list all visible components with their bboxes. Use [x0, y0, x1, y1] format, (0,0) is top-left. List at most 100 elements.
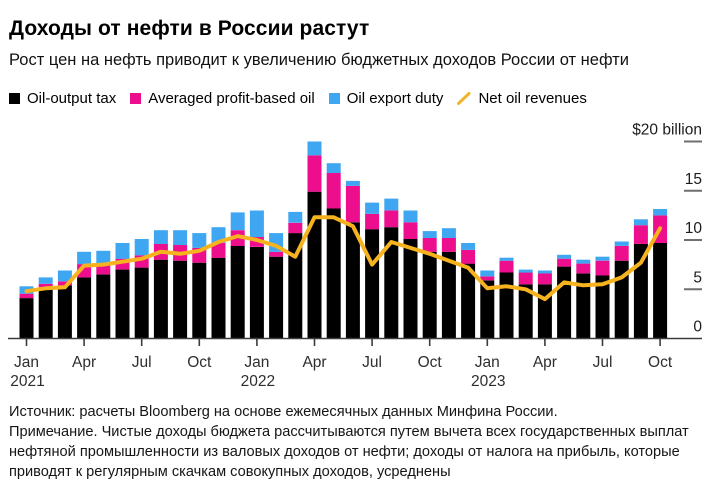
y-axis-unit-label: $20 billion — [632, 122, 702, 139]
legend-label: Averaged profit-based oil — [148, 89, 315, 107]
bar-segment — [557, 254, 572, 259]
legend-label: Oil-output tax — [27, 89, 117, 107]
bar-segment — [57, 281, 72, 286]
bar-segment — [403, 239, 418, 339]
x-year-label: 2023 — [471, 373, 505, 390]
bar-segment — [461, 243, 476, 250]
bar-segment — [557, 266, 572, 339]
bar-segment — [269, 256, 284, 339]
legend-line-swatch-icon — [457, 91, 471, 105]
bar-segment — [192, 262, 207, 339]
bar-segment — [115, 243, 130, 259]
bar-segment — [77, 277, 92, 339]
y-tick-label: 5 — [693, 269, 702, 286]
bar-segment — [518, 269, 533, 273]
bar-segment — [653, 209, 668, 216]
x-tick-label: Apr — [302, 354, 326, 371]
legend-item-averaged-profit-based-oil: Averaged profit-based oil — [130, 90, 315, 107]
bar-segment — [38, 283, 53, 288]
chart-area: Jan 2021 Apr Jul Oct Jan 2022 Apr Jul Oct Jan 2023 A… — [0, 105, 710, 405]
legend-item-oil-export-duty: Oil export duty — [328, 89, 444, 107]
bar-segment — [365, 202, 380, 214]
bar-segment — [480, 270, 495, 277]
bar-segment — [595, 275, 610, 339]
bar-segment — [249, 246, 264, 339]
bar-segment — [96, 274, 111, 339]
bar-segment — [422, 231, 437, 238]
bar-segment — [153, 230, 168, 244]
bar-segment — [480, 280, 495, 339]
legend-label: Net oil revenues — [478, 89, 587, 107]
bar-segment — [576, 263, 591, 274]
bar-segment — [38, 287, 53, 339]
bar-segment — [153, 259, 168, 339]
methodology-note: Примечание. Чистые доходы бюджета рассчи… — [9, 423, 689, 480]
x-year-label: 2021 — [10, 373, 44, 390]
bar-segment — [365, 229, 380, 339]
bar-segment — [192, 233, 207, 248]
bar-segment — [115, 269, 130, 339]
bar-segment — [173, 230, 188, 245]
bar-segment — [576, 259, 591, 264]
bar-segment — [230, 212, 245, 231]
bar-segment — [307, 191, 322, 339]
bar-segment — [345, 185, 360, 223]
bar-segment — [19, 293, 34, 299]
bar-segment — [173, 260, 188, 339]
bar-segment — [288, 222, 303, 234]
bar-segment — [537, 273, 552, 285]
chart-footnote: Источник: расчеты Bloomberg на основе еж… — [9, 403, 709, 483]
bar-segment — [595, 260, 610, 276]
x-tick-label: Jul — [362, 354, 382, 371]
x-tick-label: Oct — [418, 354, 443, 371]
bar-segment — [230, 245, 245, 339]
bar-segment — [96, 250, 111, 265]
bar-segment — [307, 141, 322, 156]
bar-segment — [480, 276, 495, 281]
bar-segment — [19, 298, 34, 339]
x-tick-label: Jan — [14, 354, 39, 371]
legend-swatch-icon — [9, 92, 20, 104]
y-tick-label: 15 — [685, 171, 702, 188]
chart-legend: Oil-output tax Averaged profit-based oil O… — [9, 88, 703, 108]
bar-segment — [461, 249, 476, 264]
legend-swatch-icon — [130, 92, 142, 104]
bar-segment — [422, 251, 437, 339]
x-tick-label: Apr — [72, 354, 96, 371]
bar-segment — [441, 251, 456, 339]
bar-segment — [633, 219, 648, 226]
bar-segment — [614, 245, 629, 261]
bar-segment — [288, 211, 303, 223]
chart-subtitle: Рост цен на нефть приводит к увеличению … — [9, 50, 629, 69]
bar-segment — [288, 233, 303, 339]
legend-item-net-oil-revenues: Net oil revenues — [457, 89, 587, 107]
x-tick-label: Apr — [533, 354, 557, 371]
bar-segment — [384, 227, 399, 339]
bar-segment — [422, 238, 437, 252]
net-revenues-line — [24, 215, 663, 302]
legend-label: Oil export duty — [346, 89, 444, 107]
bar-segment — [326, 163, 341, 173]
x-tick-label: Jul — [132, 354, 152, 371]
bar-segment — [384, 198, 399, 211]
bar-segment — [345, 180, 360, 186]
bar-segment — [499, 260, 514, 273]
y-tick-label: 0 — [693, 319, 702, 336]
x-tick-label: Oct — [187, 354, 212, 371]
bar-segment — [211, 257, 226, 339]
bar-segment — [57, 270, 72, 282]
bar-segment — [384, 210, 399, 228]
x-tick-label: Oct — [648, 354, 673, 371]
bar-segment — [595, 256, 610, 261]
bar-segment — [326, 208, 341, 339]
bar-segment — [403, 222, 418, 239]
bar-segment — [441, 228, 456, 238]
x-tick-label: Jul — [593, 354, 613, 371]
x-year-label: 2022 — [241, 373, 275, 390]
bar-segment — [77, 251, 92, 265]
bar-segment — [633, 243, 648, 339]
x-tick-label: Jan — [244, 354, 269, 371]
bar-segment — [345, 222, 360, 339]
bar-segment — [403, 210, 418, 223]
oil-revenues-stacked-bar-chart: Jan 2021 Apr Jul Oct Jan 2022 Apr Jul Oct Jan 2023 A… — [8, 122, 702, 390]
